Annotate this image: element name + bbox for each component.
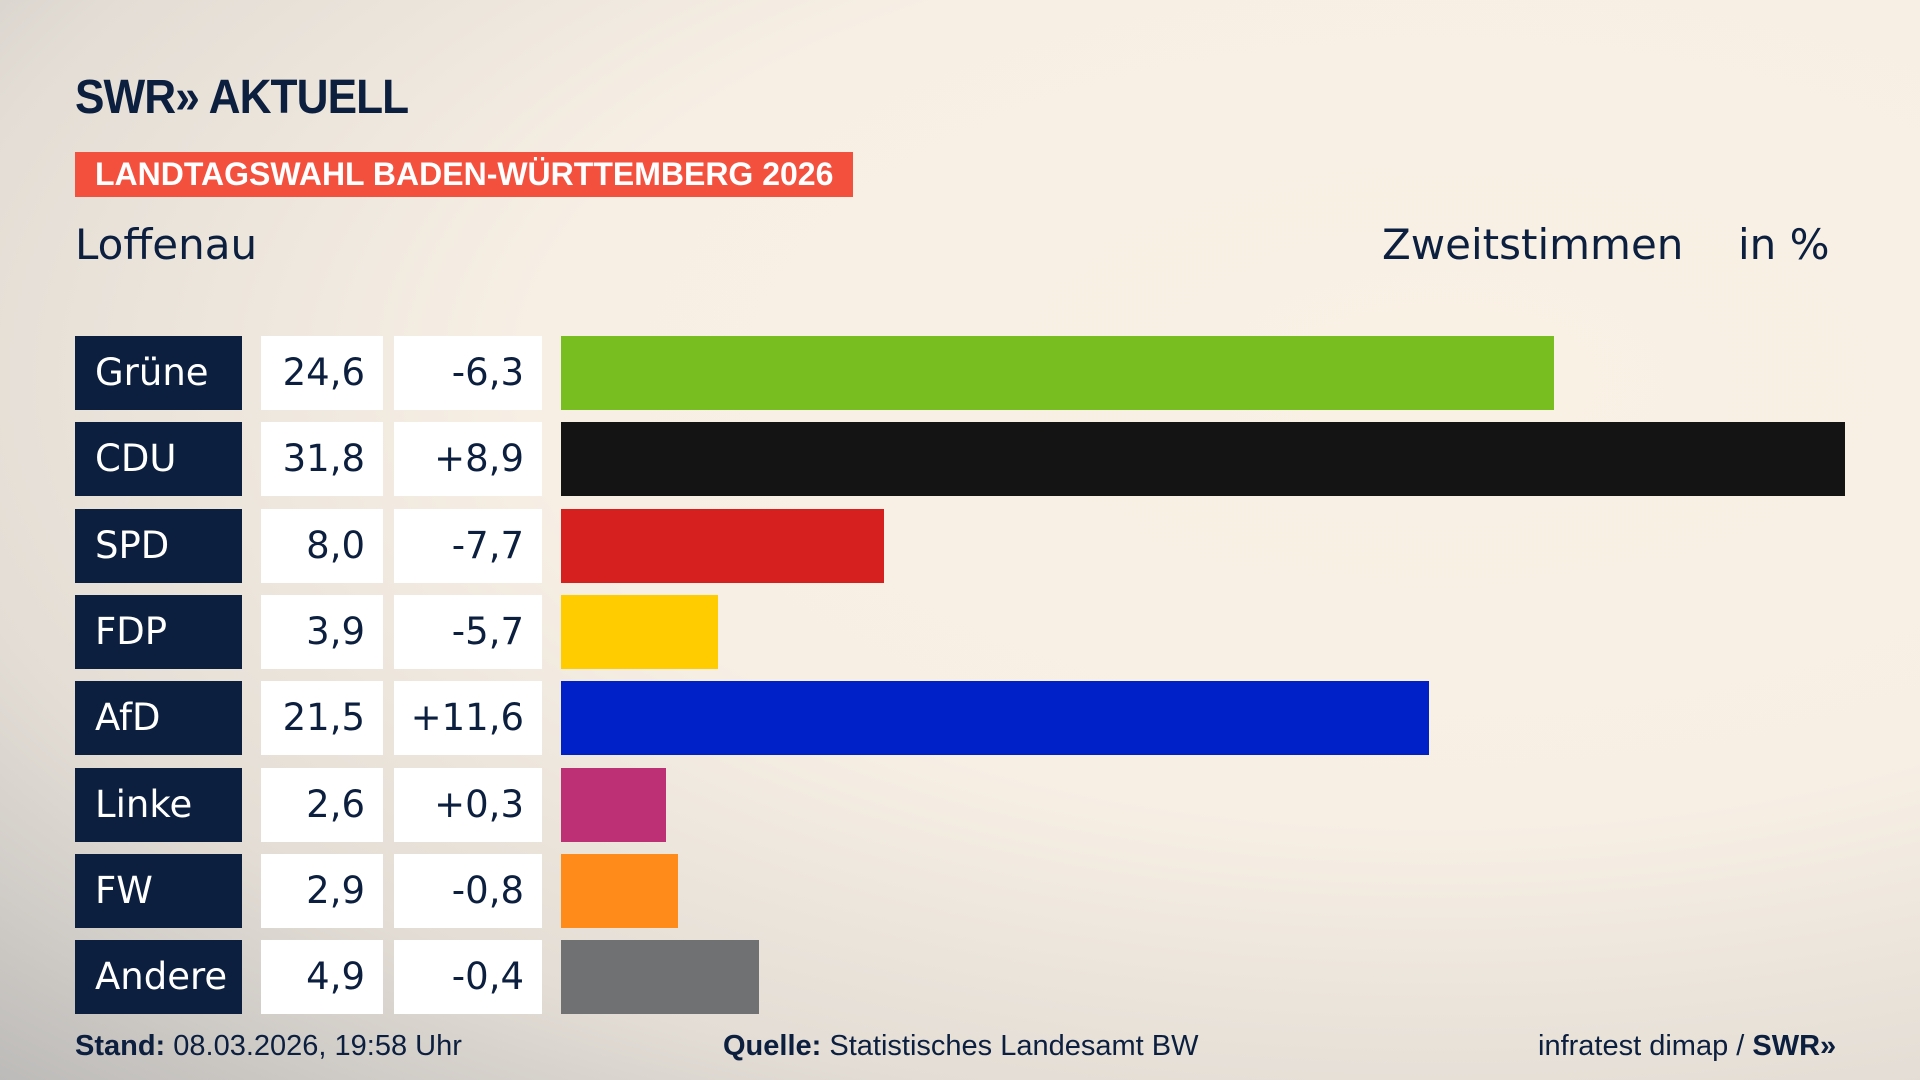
bar: [561, 422, 1845, 497]
party-label: Andere: [75, 940, 242, 1015]
value-label: 31,8: [261, 422, 383, 497]
bar: [561, 940, 759, 1015]
chart-row: CDU 31,8 +8,9: [75, 422, 1875, 497]
source-label: Quelle:: [723, 1030, 822, 1062]
value-label: 3,9: [261, 594, 383, 669]
change-label: +0,3: [394, 767, 542, 842]
chart-row: Grüne 24,6 -6,3: [75, 336, 1875, 410]
party-label: AfD: [75, 681, 242, 756]
chart-row: FW 2,9 -0,8: [75, 853, 1875, 928]
chart-row: SPD 8,0 -7,7: [75, 508, 1875, 583]
stand-label: Stand:: [75, 1030, 166, 1062]
value-label: 4,9: [261, 940, 383, 1015]
change-label: -7,7: [394, 508, 542, 583]
party-label: SPD: [75, 508, 242, 583]
bar: [561, 336, 1555, 410]
change-label: -5,7: [394, 594, 542, 669]
bar: [561, 681, 1430, 756]
chart-row: FDP 3,9 -5,7: [75, 594, 1875, 669]
chart-row: Linke 2,6 +0,3: [75, 767, 1875, 842]
vote-type-label: Zweitstimmen: [1382, 220, 1684, 269]
change-label: -6,3: [394, 336, 542, 410]
change-label: +11,6: [394, 681, 542, 756]
bar: [561, 508, 885, 583]
value-label: 24,6: [261, 336, 383, 410]
change-label: +8,9: [394, 422, 542, 497]
value-label: 2,6: [261, 767, 383, 842]
party-label: FDP: [75, 594, 242, 669]
party-label: Grüne: [75, 336, 242, 410]
value-label: 2,9: [261, 853, 383, 928]
change-label: -0,4: [394, 940, 542, 1015]
chart-row: AfD 21,5 +11,6: [75, 681, 1875, 756]
value-label: 8,0: [261, 508, 383, 583]
election-banner: LANDTAGSWAHL BADEN-WÜRTTEMBERG 2026: [75, 152, 854, 197]
credit: infratest dimap / SWR»: [1538, 1030, 1836, 1063]
chart-row: Andere 4,9 -0,4: [75, 940, 1875, 1015]
bar: [561, 767, 666, 842]
swr-aktuell-logo: SWR» AKTUELL: [75, 71, 409, 124]
party-label: FW: [75, 853, 242, 928]
bar: [561, 853, 679, 928]
value-label: 21,5: [261, 681, 383, 756]
stand-value: 08.03.2026, 19:58 Uhr: [173, 1030, 462, 1062]
timestamp: Stand: 08.03.2026, 19:58 Uhr: [75, 1030, 462, 1063]
source: Quelle: Statistisches Landesamt BW: [723, 1030, 1198, 1063]
unit-label: in %: [1738, 220, 1830, 269]
party-label: Linke: [75, 767, 242, 842]
change-label: -0,8: [394, 853, 542, 928]
place-title: Loffenau: [75, 220, 258, 269]
party-label: CDU: [75, 422, 242, 497]
source-value: Statistisches Landesamt BW: [829, 1030, 1199, 1062]
swr-logo: SWR»: [1752, 1030, 1837, 1062]
bar: [561, 594, 719, 669]
credit-text: infratest dimap /: [1538, 1030, 1753, 1062]
